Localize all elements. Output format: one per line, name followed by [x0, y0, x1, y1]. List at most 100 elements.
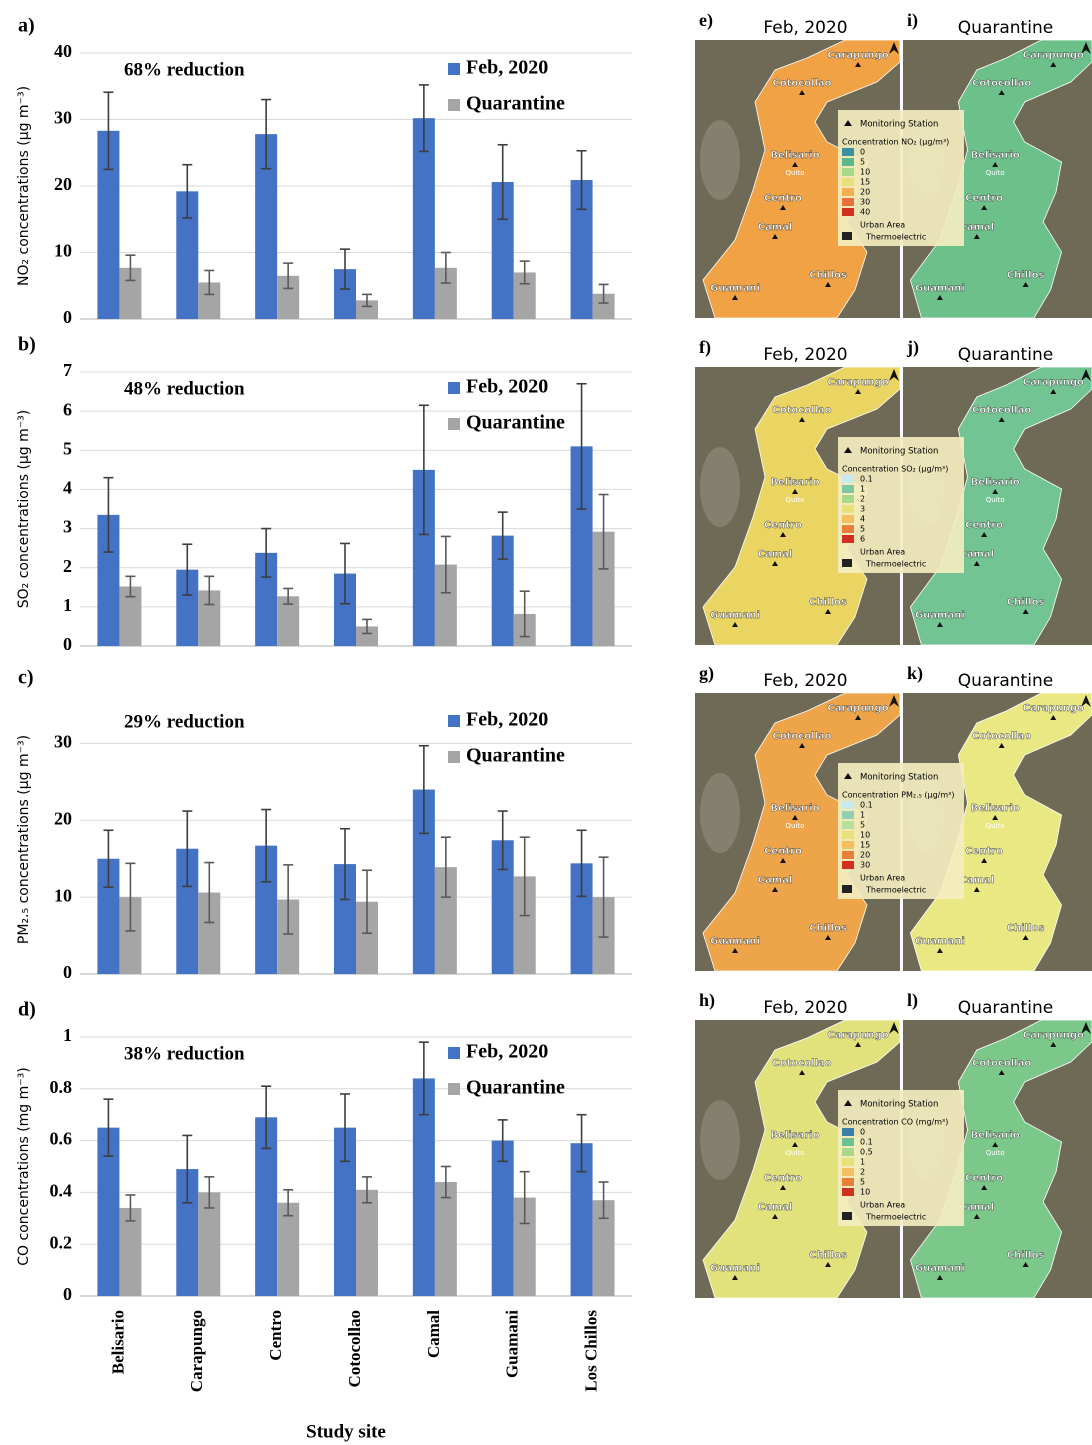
map-panel-label: l) [907, 990, 918, 1011]
legend-thermo-icon [842, 885, 852, 893]
station-name: Guamani [710, 610, 760, 621]
y-tick-label: 2 [63, 556, 72, 576]
y-tick-label: 3 [63, 517, 72, 537]
station-name: Guamani [915, 610, 965, 621]
y-tick-label: 4 [63, 478, 72, 498]
legend-level-label: 5 [860, 158, 865, 167]
y-tick-label: 40 [54, 41, 72, 61]
legend-level-label: 20 [860, 188, 870, 197]
legend-level-label: 1 [860, 811, 865, 820]
y-tick-label: 6 [63, 399, 72, 419]
y-tick-label: 0 [63, 634, 72, 654]
y-tick-label: 10 [54, 241, 72, 261]
station-name: Guamani [915, 936, 965, 947]
legend-level-swatch [842, 208, 854, 216]
legend-level-label: 5 [860, 1178, 865, 1187]
legend-level-swatch [842, 851, 854, 859]
terrain [700, 773, 740, 853]
panel-label: c) [18, 667, 34, 689]
legend-level-label: 15 [860, 178, 870, 187]
legend-level-label: 6 [860, 535, 865, 544]
y-tick-label: 1 [63, 1025, 72, 1045]
legend-level-label: 10 [860, 168, 870, 177]
legend-thermo-icon [842, 1212, 852, 1220]
legend-level-swatch [842, 158, 854, 166]
legend-level-label: 0 [860, 1128, 865, 1137]
bar [435, 1182, 457, 1296]
annotation: 29% reduction [124, 711, 245, 732]
legend-swatch [448, 382, 460, 394]
y-tick-label: 0 [63, 962, 72, 982]
station-name: Centro [764, 1173, 802, 1184]
map-title: Quarantine [958, 18, 1053, 38]
y-axis-label: PM₂.₅ concentrations (µg m⁻³) [16, 735, 32, 944]
legend-level-label: 0.5 [860, 1148, 873, 1157]
station-name: Camal [959, 222, 994, 233]
y-tick-label: 7 [63, 360, 72, 380]
station-name: Camal [959, 549, 994, 560]
legend-urban: Urban Area [860, 221, 905, 230]
city-name: Quito [986, 169, 1005, 177]
y-tick-label: 10 [54, 885, 72, 905]
map-panel-label: h) [699, 990, 715, 1011]
x-tick-label: Guamani [503, 1310, 522, 1378]
annotation: 68% reduction [124, 59, 245, 80]
legend-label: Feb, 2020 [466, 1041, 548, 1063]
panel-label: b) [18, 334, 36, 356]
legend-label: Feb, 2020 [466, 376, 548, 398]
legend-label: Quarantine [466, 745, 565, 767]
legend-level-swatch [842, 535, 854, 543]
station-name: Guamani [915, 283, 965, 294]
legend-label: Feb, 2020 [466, 709, 548, 731]
station-name: Chillos [1007, 597, 1045, 608]
legend-level-swatch [842, 475, 854, 483]
legend-swatch [448, 1047, 460, 1059]
city-name: Quito [986, 1149, 1005, 1157]
x-tick-label: Carapungo [187, 1310, 206, 1392]
legend-thermo: Thermoelectric [865, 560, 926, 569]
map-title: Quarantine [958, 345, 1053, 365]
station-name: Centro [764, 846, 802, 857]
legend-swatch [448, 418, 460, 430]
y-tick-label: 0 [63, 1284, 72, 1304]
legend-level-label: 15 [860, 841, 870, 850]
station-name: Chillos [809, 270, 847, 281]
legend-level-swatch [842, 1168, 854, 1176]
map-panel-label: g) [699, 663, 714, 684]
legend-level-swatch [842, 821, 854, 829]
figure: a)010203040NO₂ concentrations (µg m⁻³)68… [0, 0, 1092, 1445]
map-title: Quarantine [958, 998, 1053, 1018]
legend-level-label: 30 [860, 198, 870, 207]
station-name: Belisario [770, 150, 819, 161]
legend-urban: Urban Area [860, 874, 905, 883]
map-title: Feb, 2020 [763, 345, 847, 365]
station-name: Carapungo [1023, 703, 1084, 714]
legend-title: Concentration CO (mg/m³) [842, 1118, 948, 1127]
station-name: Chillos [1007, 1250, 1045, 1261]
legend-level-swatch [842, 168, 854, 176]
legend-thermo-icon [842, 559, 852, 567]
city-name: Quito [986, 496, 1005, 504]
station-name: Centro [965, 193, 1003, 204]
x-tick-label: Camal [424, 1310, 443, 1358]
city-name: Quito [986, 822, 1005, 830]
station-name: Belisario [971, 150, 1020, 161]
y-tick-label: 30 [54, 732, 72, 752]
y-tick-label: 0.8 [50, 1077, 73, 1097]
legend-level-swatch [842, 831, 854, 839]
legend-level-label: 1 [860, 1158, 865, 1167]
legend-swatch [448, 1083, 460, 1095]
station-name: Centro [965, 520, 1003, 531]
legend-level-swatch [842, 811, 854, 819]
legend-level-swatch [842, 1148, 854, 1156]
x-tick-label: Los Chillos [581, 1310, 600, 1392]
legend-level-label: 3 [860, 505, 865, 514]
legend-thermo: Thermoelectric [865, 1213, 926, 1222]
station-name: Camal [959, 875, 994, 886]
map-panel-label: i) [907, 10, 918, 31]
station-name: Chillos [1007, 270, 1045, 281]
legend-level-label: 5 [860, 821, 865, 830]
map-panel-label: k) [907, 663, 923, 684]
legend-level-swatch [842, 1188, 854, 1196]
legend-urban: Urban Area [860, 548, 905, 557]
